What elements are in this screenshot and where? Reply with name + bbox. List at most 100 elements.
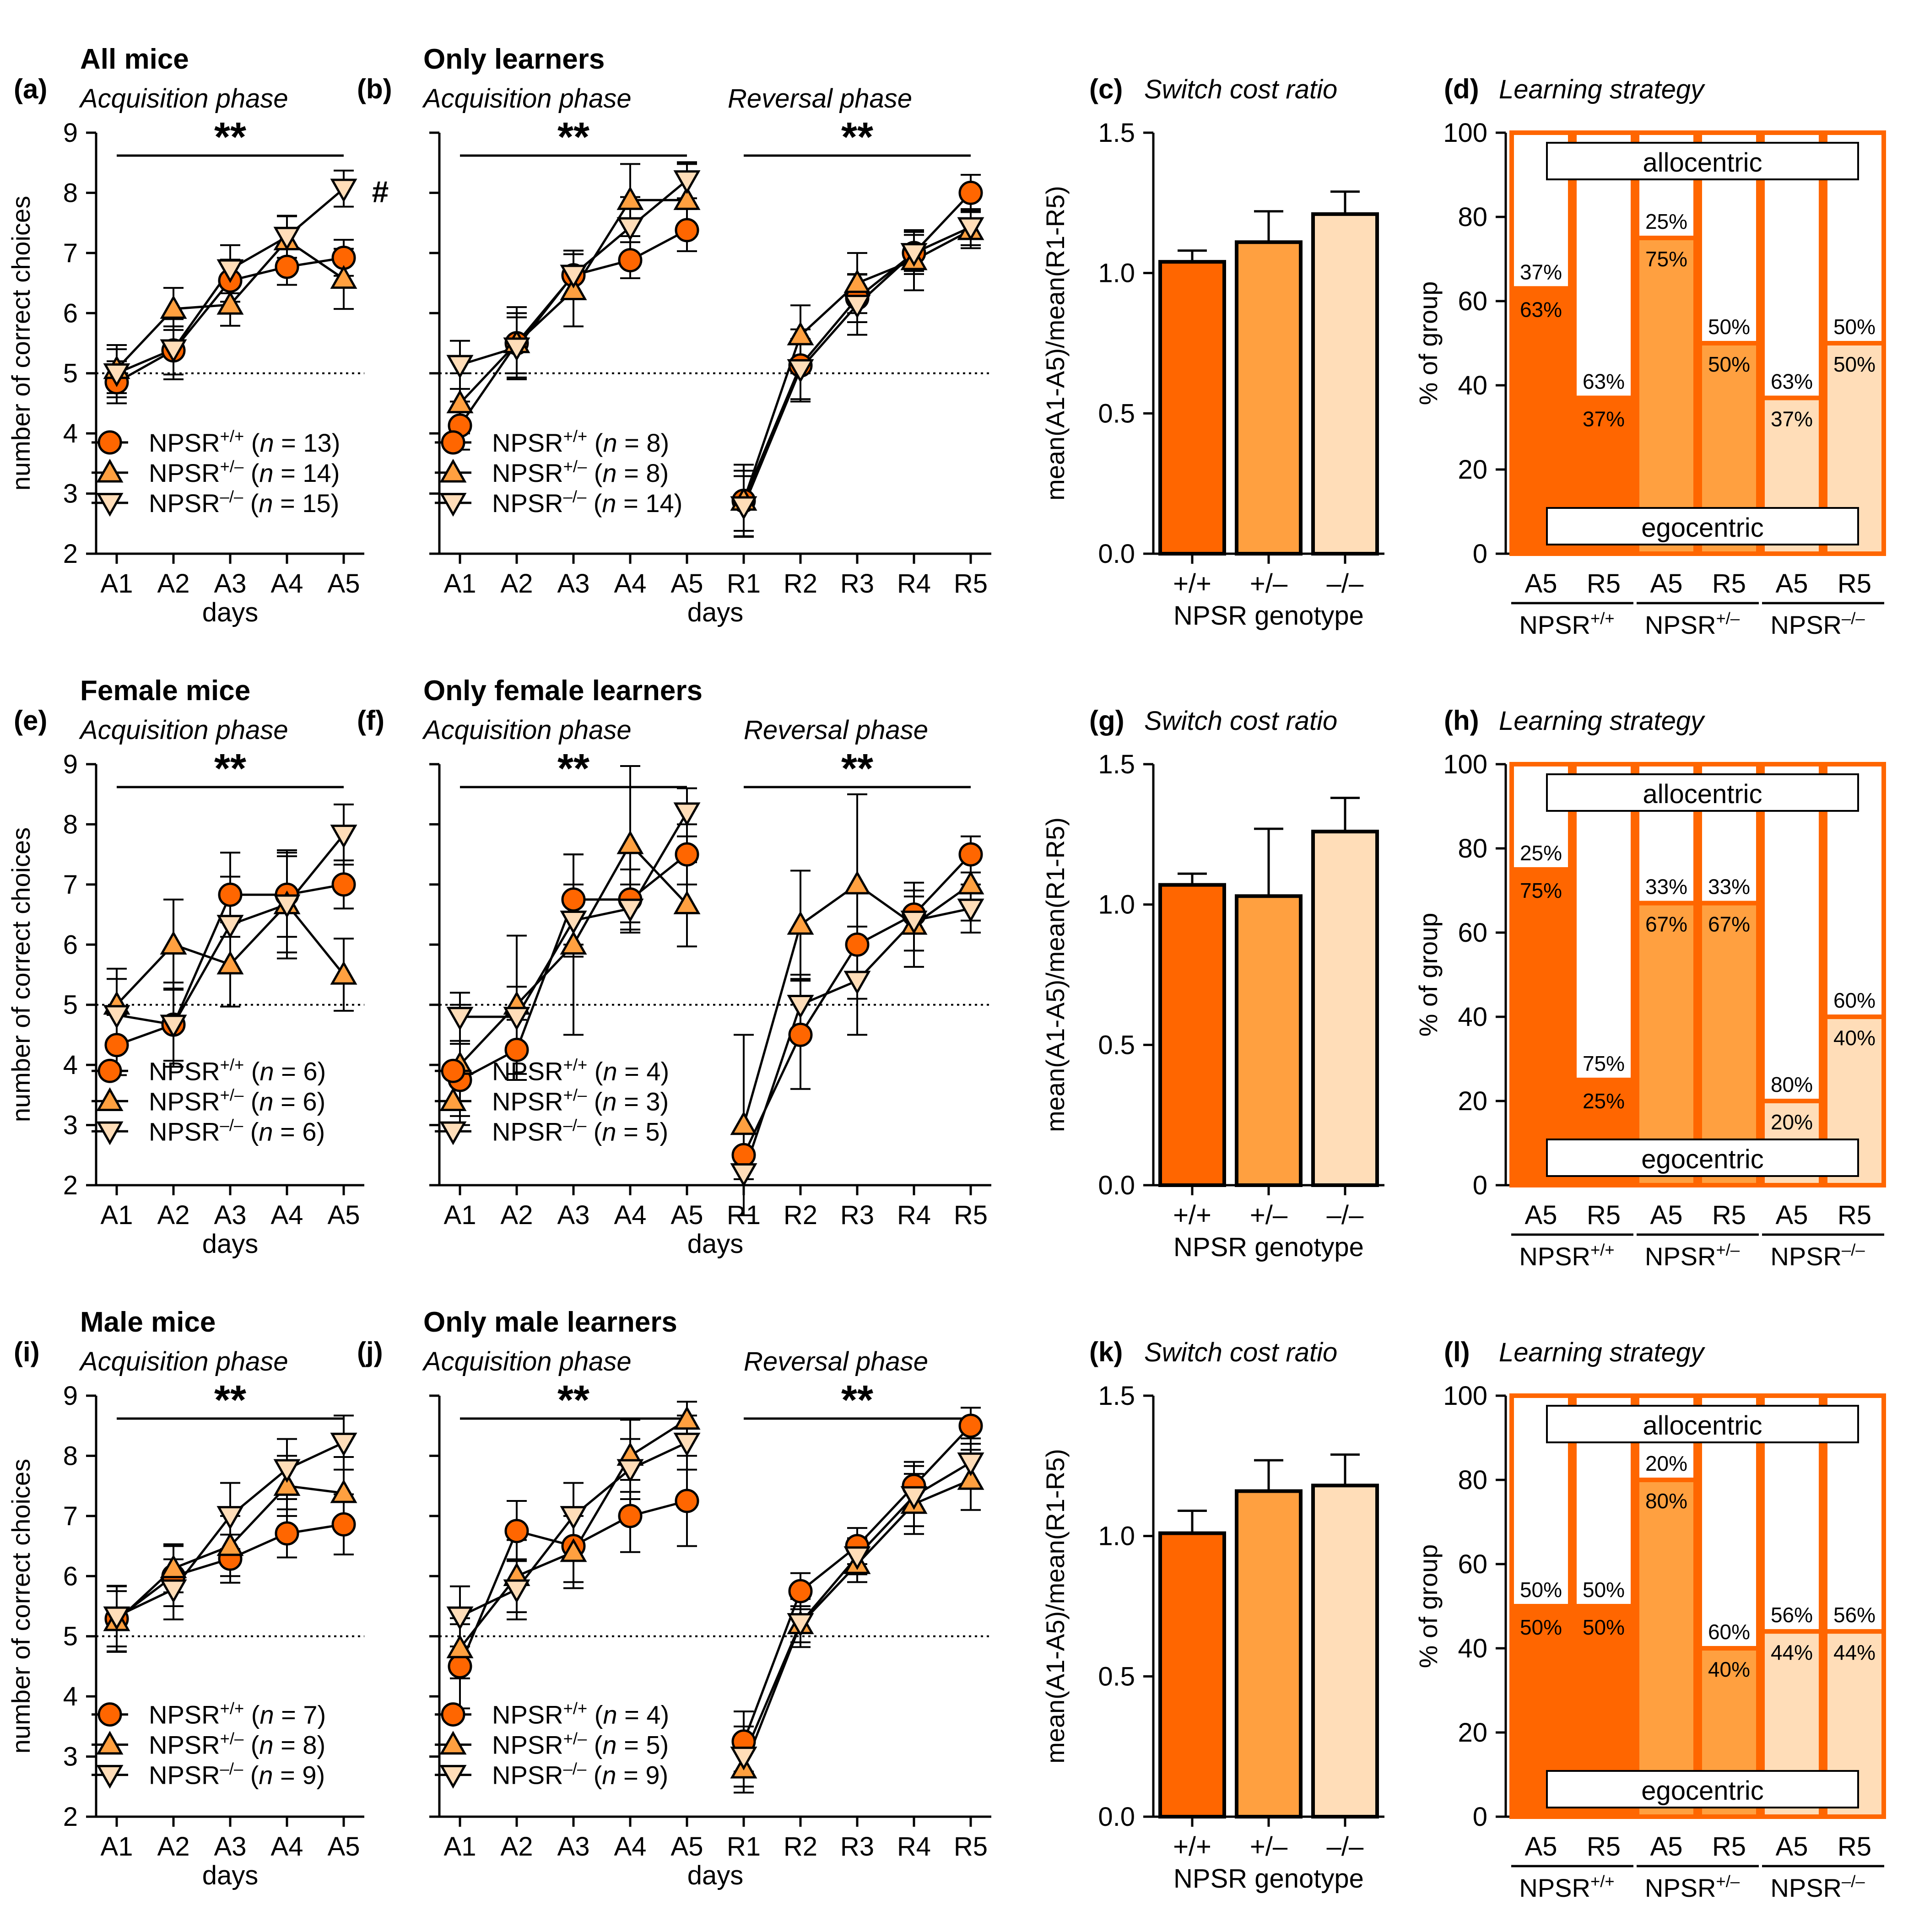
data-point-ko bbox=[330, 178, 357, 203]
egocentric-percent: 67% bbox=[1645, 912, 1687, 936]
x-axis-title: NPSR genotype bbox=[1173, 1864, 1364, 1894]
y-tick-label: 0 bbox=[1473, 1171, 1487, 1200]
bar bbox=[1235, 240, 1303, 556]
allocentric-percent: 33% bbox=[1708, 875, 1750, 899]
x-axis-title: days bbox=[202, 1861, 259, 1890]
x-axis-title: days bbox=[687, 1861, 744, 1890]
legend-label: NPSR+/+ (n = 4) bbox=[492, 1055, 669, 1085]
egocentric-bar bbox=[1509, 867, 1573, 1187]
data-point-wt bbox=[675, 842, 699, 867]
x-tick-label: +/+ bbox=[1173, 1832, 1211, 1862]
data-point-wt bbox=[448, 1654, 472, 1678]
y-tick-label: 4 bbox=[63, 1682, 78, 1711]
series-ko bbox=[107, 1414, 354, 1648]
allocentric-box bbox=[1546, 1405, 1859, 1443]
legend-label: NPSR+/+ (n = 8) bbox=[492, 427, 669, 457]
data-point-ko bbox=[160, 1015, 187, 1039]
legend-marker bbox=[441, 1702, 465, 1727]
group-label: NPSR+/+ bbox=[1519, 1872, 1614, 1902]
legend-label: NPSR–/– (n = 9) bbox=[149, 1759, 325, 1789]
x-tick-label: +/– bbox=[1250, 1832, 1288, 1862]
panel-g: (g) Switch cost ratio 0.0 0.5 1.0 1.5 mean(A1-… bbox=[1041, 705, 1384, 1262]
x-tick-label: R4 bbox=[897, 1832, 931, 1862]
egocentric-percent: 37% bbox=[1771, 407, 1813, 431]
group-label: NPSR–/– bbox=[1770, 609, 1865, 639]
y-tick-label: 0 bbox=[1473, 1802, 1487, 1832]
data-point-ko bbox=[843, 1546, 871, 1570]
data-point-het bbox=[957, 870, 984, 895]
allocentric-percent: 20% bbox=[1645, 1452, 1687, 1475]
x-tick-label: A3 bbox=[214, 569, 247, 599]
panel-b: (b) Only learners Acquisition phase Reversa… bbox=[357, 43, 991, 627]
x-tick-label: A1 bbox=[444, 569, 476, 599]
egocentric-label: egocentric bbox=[1641, 513, 1764, 543]
x-tick-label: R3 bbox=[840, 1200, 874, 1230]
data-point-het bbox=[560, 931, 587, 955]
egocentric-percent: 37% bbox=[1583, 407, 1625, 431]
panel-letter: (b) bbox=[357, 74, 392, 104]
y-tick-label: 80 bbox=[1458, 202, 1487, 232]
group-label: NPSR–/– bbox=[1770, 1872, 1865, 1902]
x-tick-label: A2 bbox=[157, 1200, 190, 1230]
x-tick-label: R5 bbox=[1587, 1200, 1621, 1230]
x-tick-label: A5 bbox=[671, 1832, 703, 1862]
data-point-ko bbox=[900, 243, 928, 267]
panel-d: (d) Learning strategy 0 20 40 60 80 100 % of gro… bbox=[1414, 74, 1886, 639]
y-tick-label: 3 bbox=[63, 1111, 78, 1140]
data-point-het bbox=[730, 1111, 757, 1135]
data-point-wt bbox=[275, 1521, 299, 1546]
y-tick-label: 6 bbox=[63, 1561, 78, 1591]
y-tick-label: 60 bbox=[1458, 1549, 1487, 1579]
data-point-ko bbox=[843, 295, 871, 319]
legend-marker bbox=[97, 430, 122, 455]
x-tick-label: A5 bbox=[1525, 569, 1557, 599]
y-tick-label: 7 bbox=[63, 1501, 78, 1531]
x-tick-label: R4 bbox=[897, 569, 931, 599]
legend-marker bbox=[96, 493, 124, 517]
legend-marker bbox=[96, 1765, 124, 1789]
bar bbox=[1311, 1484, 1379, 1819]
x-tick-label: A3 bbox=[557, 1200, 590, 1230]
x-tick-label: A1 bbox=[101, 569, 133, 599]
bar bbox=[1235, 1489, 1303, 1819]
y-tick-label: 80 bbox=[1458, 1465, 1487, 1495]
x-tick-label: R2 bbox=[784, 569, 817, 599]
significance-label: ** bbox=[841, 746, 873, 792]
legend-label: NPSR+/– (n = 8) bbox=[492, 457, 669, 487]
data-point-wt bbox=[331, 1512, 356, 1537]
data-point-het bbox=[446, 389, 474, 414]
y-axis-title: number of correct choices bbox=[6, 1459, 35, 1754]
x-tick-label: A1 bbox=[101, 1200, 133, 1230]
data-point-het bbox=[273, 1472, 301, 1496]
y-tick-label: 3 bbox=[63, 479, 78, 509]
panel-title: Switch cost ratio bbox=[1144, 75, 1337, 104]
data-point-wt bbox=[218, 882, 243, 907]
panel-title: Learning strategy bbox=[1499, 75, 1705, 104]
y-tick-label: 0.5 bbox=[1098, 399, 1135, 428]
data-point-ko bbox=[730, 1746, 757, 1770]
x-tick-label: R5 bbox=[954, 1832, 988, 1862]
data-point-het bbox=[673, 1406, 701, 1430]
y-tick-label: 2 bbox=[63, 1171, 78, 1200]
data-point-ko bbox=[560, 1506, 587, 1530]
legend-label: NPSR+/+ (n = 7) bbox=[149, 1699, 326, 1729]
data-point-ko bbox=[216, 915, 244, 939]
x-tick-label: R5 bbox=[954, 1200, 988, 1230]
legend-label: NPSR–/– (n = 5) bbox=[492, 1116, 668, 1146]
x-tick-label: A5 bbox=[328, 1200, 360, 1230]
data-point-ko bbox=[330, 825, 357, 849]
hash-mark: # bbox=[372, 175, 389, 209]
y-tick-label: 7 bbox=[63, 238, 78, 268]
data-point-wt bbox=[788, 1579, 813, 1603]
egocentric-percent: 44% bbox=[1833, 1641, 1876, 1664]
data-point-het bbox=[330, 961, 357, 985]
panel-h: (h) Learning strategy 0 20 40 60 80 100 % of gro… bbox=[1414, 705, 1886, 1271]
data-point-wt bbox=[618, 248, 643, 273]
data-point-ko bbox=[446, 1007, 474, 1031]
data-point-wt bbox=[504, 1519, 529, 1543]
phase-label-acquisition: Acquisition phase bbox=[422, 1347, 632, 1376]
data-point-ko bbox=[503, 1007, 530, 1031]
x-axis-title: days bbox=[687, 1229, 744, 1259]
x-tick-label: A1 bbox=[444, 1832, 476, 1862]
legend-label: NPSR+/+ (n = 6) bbox=[149, 1055, 326, 1085]
